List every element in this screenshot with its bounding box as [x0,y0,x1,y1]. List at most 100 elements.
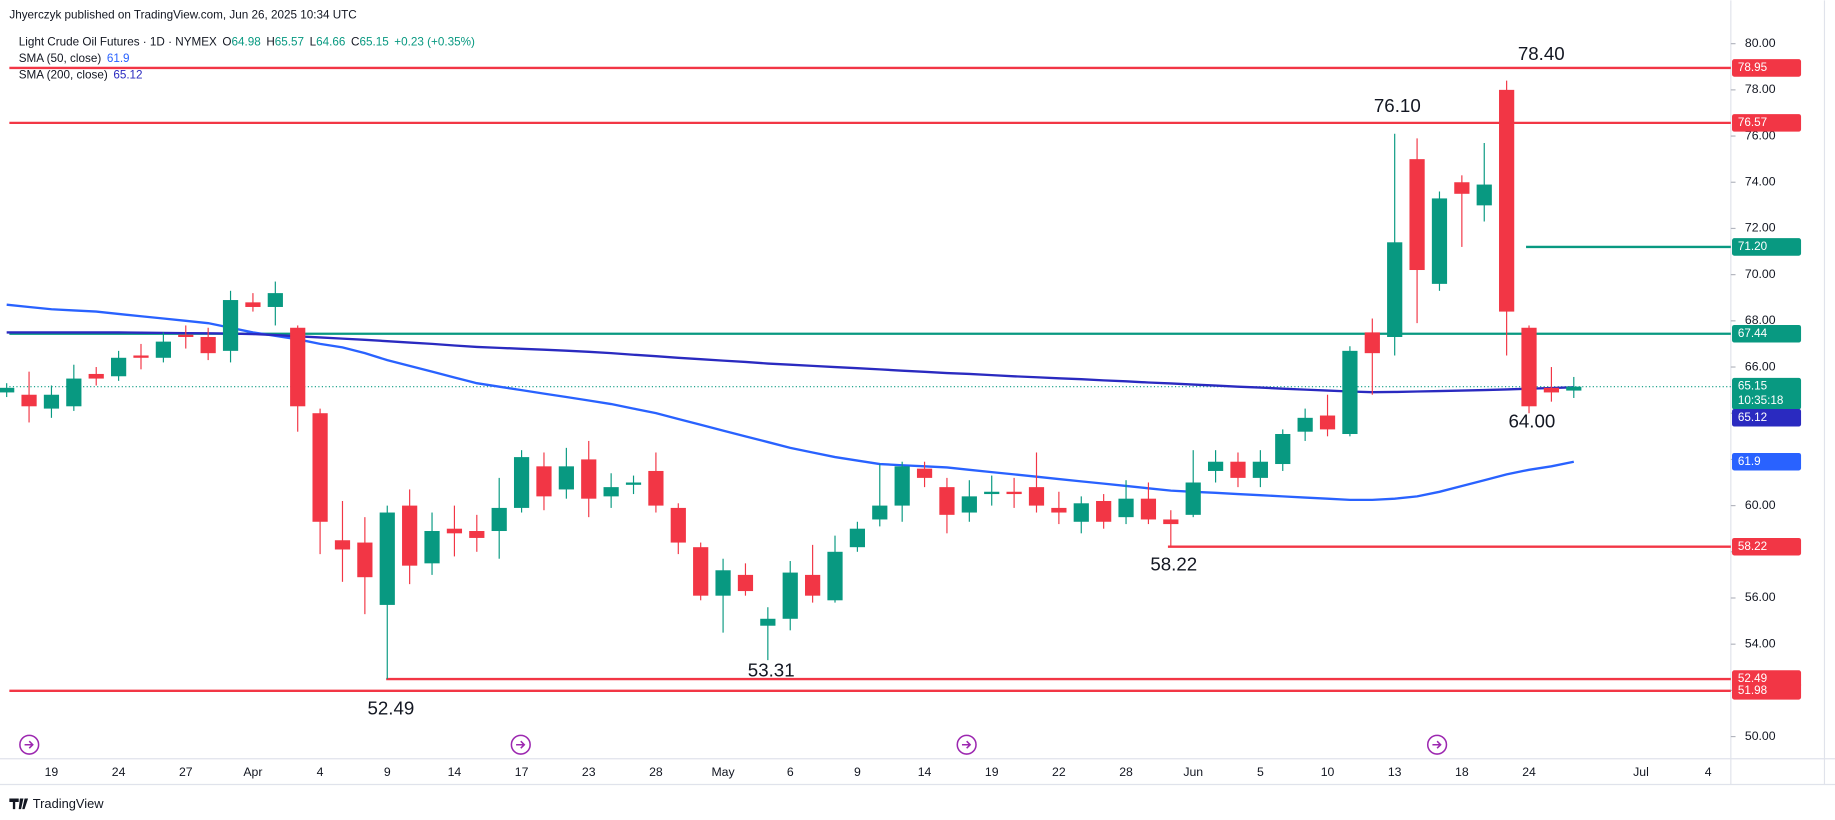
x-tick-label: 17 [515,765,529,779]
candle-body [1073,503,1089,522]
candle-body [1118,498,1134,518]
candle-body [1297,417,1313,432]
y-tick-label: 76.00 [1745,128,1776,142]
sma-box [1732,408,1802,427]
candle-body [267,293,283,307]
candle-body [424,531,440,564]
level-box [1732,238,1802,256]
tv-logo [9,798,29,810]
legend-open: 64.98 [232,36,261,49]
level-box [1732,324,1802,343]
event-icon [956,734,977,755]
price-annotation: 52.49 [367,697,414,718]
event-icon [510,734,531,755]
candle-body [178,334,194,337]
candle-body [290,327,306,407]
candle-body [715,570,731,596]
x-tick-label: Jul [1633,765,1649,779]
candle-body [334,540,351,550]
x-tick-label: 9 [384,765,391,779]
x-tick-label: 10 [1321,765,1335,779]
candle-body [1051,507,1067,513]
legend-label: O [222,36,231,49]
x-tick-label: 14 [918,765,932,779]
candle-body [446,528,463,534]
candle-body [1454,182,1470,194]
countdown: 10:35:18 [1738,394,1784,407]
candle-body [1521,327,1537,407]
y-tick-label: 70.00 [1745,267,1776,281]
sma-name: SMA (50, close) [19,52,102,65]
level-box [1732,59,1802,77]
candle-body [581,459,597,499]
event-arrow [516,740,526,749]
legend-label: C [351,36,359,49]
legend-change: +0.23 (+0.35%) [394,36,475,49]
header: Jhyerczyk published on TradingView.com, … [9,9,356,22]
x-tick-label: 23 [582,765,596,779]
y-tick-label: 68.00 [1745,313,1776,327]
candle-body [1543,387,1560,393]
level-box-label: 67.44 [1738,327,1768,340]
candle-body [670,507,686,543]
event-icons [19,734,1448,755]
candle-body [1431,198,1448,284]
price-annotation: 64.00 [1508,411,1555,432]
candle-body [155,341,171,358]
candle-body [88,373,104,379]
price-annotation: 58.22 [1150,553,1197,574]
y-tick-label: 66.00 [1745,359,1776,373]
candle-body [1252,461,1268,478]
x-tick-label: 14 [448,765,462,779]
level-box-label: 51.98 [1738,684,1767,697]
candle-body [961,496,977,513]
candle-body [513,457,530,508]
candle-body [603,487,619,497]
x-tick-label: 9 [854,765,861,779]
candle-body [894,466,910,506]
candle-body [1028,487,1045,506]
level-box [1732,682,1802,700]
candle-body [222,300,239,351]
legend-main: Light Crude Oil Futures · 1D · NYMEX O64… [19,36,475,49]
candle-body [872,505,888,520]
candle-body [1566,386,1582,391]
x-tick-label: 4 [317,765,324,779]
x-tick-label: May [711,765,735,779]
candle-body [0,387,15,393]
candle-body [737,574,754,592]
candle-body [1207,461,1224,471]
y-tick-label: 80.00 [1745,36,1776,50]
x-tick-label: 19 [45,765,59,779]
candle-body [111,357,127,377]
legend-high: 65.57 [275,36,304,49]
legend-sma: SMA (200, close) 65.12 [19,68,143,81]
sma-box [1732,452,1802,471]
legend-label: H [266,36,274,49]
sma-name: SMA (200, close) [19,68,108,81]
candle-body [133,355,149,358]
x-tick-label: 24 [112,765,126,779]
candle-body [43,394,60,409]
price-box-label: 65.15 [1738,380,1768,393]
candle-body [379,512,395,605]
event-icon [19,734,40,755]
level-box-label: 78.95 [1738,61,1768,74]
footer: TradingView [33,796,104,811]
event-arrow [1432,740,1442,749]
candle-body [1096,500,1112,522]
level-box-label: 76.57 [1738,116,1767,129]
candle-body [1163,519,1179,525]
candle-body [312,413,328,522]
candle-body [357,542,373,578]
candle-body [1409,159,1425,271]
legend-low: 64.66 [316,36,345,49]
x-tick-label: 6 [787,765,794,779]
symbol: Light Crude Oil Futures · 1D · NYMEX [19,36,217,49]
candle-body [1140,498,1157,520]
x-tick-label: Jun [1183,765,1203,779]
sma-line [6,331,1574,394]
level-box-label: 52.49 [1738,672,1767,685]
candle-body [1319,415,1336,430]
